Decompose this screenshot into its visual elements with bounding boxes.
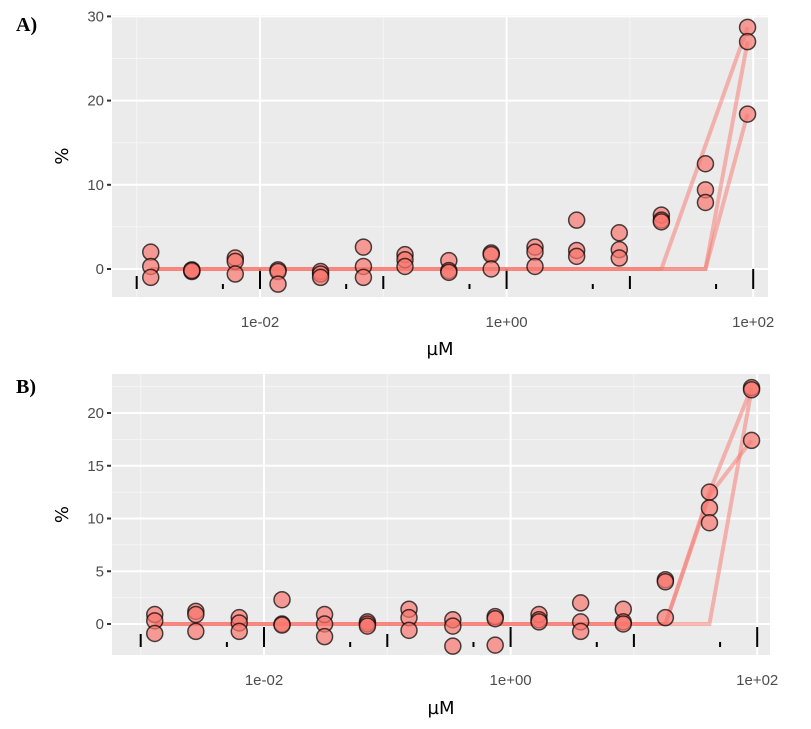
x-tick-label: 1e-02: [241, 314, 279, 331]
data-point: [183, 261, 201, 280]
panel-a-label: A): [16, 14, 38, 36]
data-point: [482, 260, 500, 278]
data-point: [738, 105, 757, 123]
x-tick-label: 1e+00: [486, 314, 528, 331]
data-point: [396, 257, 414, 276]
plot-background: [112, 15, 768, 297]
data-point: [567, 211, 586, 229]
data-point: [738, 32, 757, 51]
y-tick-label: 10: [87, 177, 104, 194]
data-point: [141, 268, 160, 287]
data-point: [610, 249, 629, 267]
data-point: [526, 257, 544, 276]
data-point: [354, 238, 373, 256]
data-point: [226, 265, 245, 283]
x-axis-title: µM: [427, 339, 454, 360]
data-point: [610, 224, 629, 242]
panel-b-label: B): [16, 376, 36, 398]
y-axis-title: %: [52, 147, 73, 164]
y-tick-label: 0: [96, 261, 104, 278]
y-tick-label: 30: [87, 8, 104, 25]
data-point: [567, 247, 586, 266]
x-tick-label: 1e+02: [732, 314, 774, 331]
data-point: [440, 263, 458, 282]
data-point: [696, 193, 715, 212]
data-point: [269, 275, 287, 293]
data-point: [652, 213, 671, 231]
fit-curve: [150, 113, 750, 271]
data-point: [311, 268, 330, 287]
data-point: [696, 155, 715, 173]
plot-panel: 0 10 20 30 1e-02 1e+00 1e+02 µM%: [52, 8, 774, 360]
y-tick-label: 20: [87, 93, 104, 110]
data-point: [354, 268, 373, 287]
